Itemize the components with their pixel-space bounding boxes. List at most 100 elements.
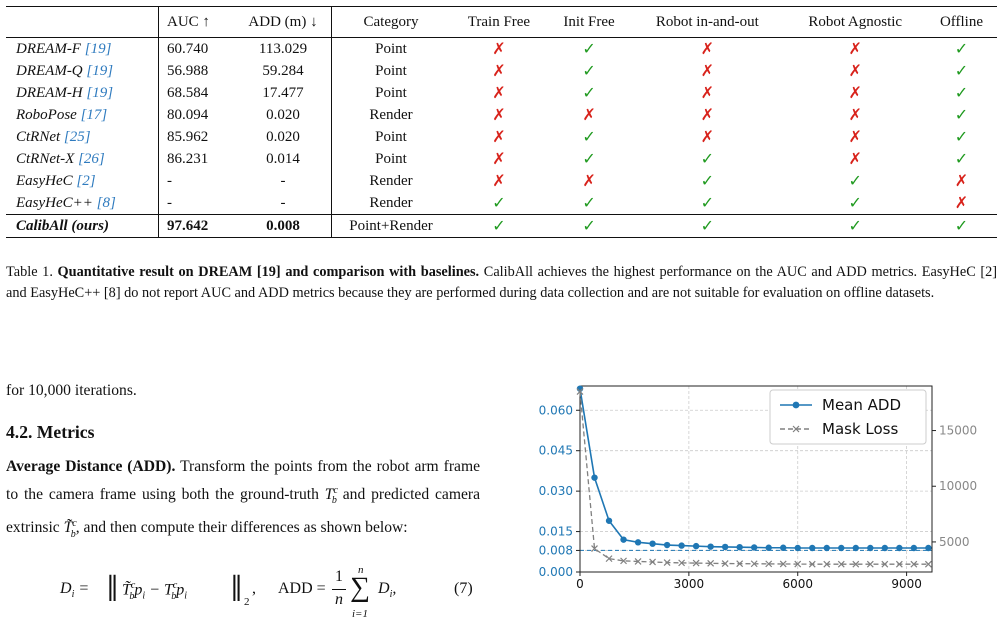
method-citation[interactable]: [26] bbox=[78, 150, 105, 167]
cell-train-free: ✗ bbox=[450, 170, 548, 192]
cell-init-free: ✗ bbox=[548, 170, 630, 192]
cell-method: CtRNet [25] bbox=[6, 126, 159, 148]
cell-method: DREAM-Q [19] bbox=[6, 60, 159, 82]
add-text-3: , and then compute their differences as … bbox=[75, 519, 408, 537]
cell-train-free: ✗ bbox=[450, 126, 548, 148]
equation-frac-den: n bbox=[335, 591, 343, 608]
data-point-mean-add bbox=[591, 474, 598, 481]
header-category: Category bbox=[363, 13, 419, 30]
data-point-mean-add bbox=[649, 540, 656, 547]
method-citation[interactable]: [17] bbox=[80, 106, 108, 123]
data-point-mask-loss bbox=[924, 560, 932, 568]
add-text-2: and predicted camera extrinsic bbox=[6, 485, 480, 537]
y-left-tick-label: 0.000 bbox=[539, 565, 573, 579]
table-row: DREAM-H [19] 68.584 17.477 Point ✗ ✓ ✗ ✗ ✓ bbox=[6, 82, 997, 104]
y-left-tick-label: 0.015 bbox=[539, 525, 573, 539]
section-heading: 4.2. Metrics bbox=[6, 422, 95, 442]
cell-offline: ✗ bbox=[926, 170, 997, 192]
equation-norm-sub: 2 bbox=[244, 596, 250, 608]
cross-icon: ✗ bbox=[700, 105, 715, 124]
cross-icon: ✗ bbox=[954, 193, 969, 212]
legend-label: Mask Loss bbox=[822, 420, 898, 438]
cell-robot-in-out: ✗ bbox=[630, 60, 784, 82]
check-icon: ✓ bbox=[954, 216, 969, 235]
cell-offline: ✓ bbox=[926, 82, 997, 104]
check-icon: ✓ bbox=[582, 83, 596, 102]
check-icon: ✓ bbox=[848, 171, 862, 190]
data-point-mask-loss bbox=[605, 555, 613, 563]
data-point-mean-add bbox=[823, 544, 830, 552]
cross-icon: ✗ bbox=[700, 127, 715, 146]
plot-frame bbox=[579, 385, 933, 573]
cell-add: 0.014 bbox=[235, 148, 332, 170]
header-auc: AUC ↑ bbox=[167, 13, 210, 30]
data-point-mask-loss bbox=[591, 545, 598, 553]
equation-sum-lower: i=1 bbox=[352, 608, 368, 620]
table-row: CalibAll (ours) 97.642 0.008 Point+Render ✓ ✓… bbox=[6, 214, 997, 238]
cell-auc: 85.962 bbox=[167, 128, 209, 145]
data-point-mean-add bbox=[750, 544, 758, 551]
cell-category: Render bbox=[369, 106, 413, 123]
data-point-mean-add bbox=[707, 543, 714, 550]
table-row: DREAM-Q [19] 56.988 59.284 Point ✗ ✓ ✗ ✗ ✓ bbox=[6, 60, 997, 82]
add-title: Average Distance (ADD). bbox=[6, 458, 176, 475]
legend-marker-circle bbox=[792, 401, 800, 409]
cell-add: 59.284 bbox=[235, 60, 332, 82]
legend-marker-x bbox=[792, 425, 800, 433]
method-name: EasyHeC bbox=[16, 172, 73, 189]
cell-auc: 68.584 bbox=[167, 84, 209, 101]
method-citation[interactable]: [8] bbox=[96, 194, 116, 211]
cell-category: Point+Render bbox=[349, 217, 433, 234]
equation-sum-upper: n bbox=[358, 564, 364, 576]
cell-robot-in-out: ✗ bbox=[630, 38, 784, 61]
cell-train-free: ✗ bbox=[450, 38, 548, 61]
cell-robot-in-out: ✗ bbox=[630, 104, 784, 126]
equation-sum-body: Di, bbox=[378, 580, 397, 601]
method-citation[interactable]: [19] bbox=[86, 62, 114, 79]
method-citation[interactable]: [19] bbox=[84, 40, 112, 57]
cross-icon: ✗ bbox=[848, 39, 862, 58]
equation-sum-symbol: ∑ bbox=[350, 572, 370, 603]
cell-method: CalibAll (ours) bbox=[6, 214, 159, 238]
data-point-mean-add bbox=[634, 539, 642, 546]
cross-icon: ✗ bbox=[492, 149, 506, 168]
cell-robot-in-out: ✓ bbox=[630, 170, 784, 192]
method-citation[interactable]: [25] bbox=[63, 128, 91, 145]
data-point-mask-loss bbox=[794, 560, 802, 568]
table-caption: Table 1. Quantitative result on DREAM [1… bbox=[6, 262, 997, 304]
check-icon: ✓ bbox=[582, 39, 596, 58]
cell-robot-agnostic: ✗ bbox=[784, 148, 926, 170]
cross-icon: ✗ bbox=[848, 61, 862, 80]
method-name: EasyHeC++ bbox=[16, 194, 93, 211]
data-point-mask-loss bbox=[649, 558, 657, 566]
method-name: CalibAll (ours) bbox=[16, 217, 109, 234]
data-point-mask-loss bbox=[808, 560, 816, 568]
data-point-mean-add bbox=[910, 544, 918, 552]
cell-method: EasyHeC++ [8] bbox=[6, 192, 159, 215]
check-icon: ✓ bbox=[954, 39, 969, 58]
cell-add: 0.020 bbox=[235, 126, 332, 148]
caption-bold: Quantitative result on DREAM [19] and co… bbox=[57, 264, 480, 280]
data-point-mask-loss bbox=[910, 560, 918, 568]
method-citation[interactable]: [19] bbox=[86, 84, 114, 101]
data-point-mean-add bbox=[925, 544, 932, 552]
method-citation[interactable]: [2] bbox=[76, 172, 96, 189]
cell-category: Point bbox=[375, 62, 407, 79]
data-point-mean-add bbox=[852, 544, 859, 552]
cell-init-free: ✓ bbox=[548, 38, 630, 61]
data-point-mean-add bbox=[867, 544, 874, 552]
y-left-tick-label: 0.008 bbox=[539, 543, 573, 557]
cell-init-free: ✗ bbox=[548, 104, 630, 126]
cell-auc: - bbox=[167, 172, 172, 189]
check-icon: ✓ bbox=[954, 149, 969, 168]
cell-init-free: ✓ bbox=[548, 192, 630, 215]
cell-robot-agnostic: ✗ bbox=[784, 104, 926, 126]
cross-icon: ✗ bbox=[582, 105, 596, 124]
data-point-mean-add bbox=[692, 542, 700, 550]
data-point-mean-add bbox=[678, 542, 685, 549]
data-point-mask-loss bbox=[678, 559, 686, 567]
check-icon: ✓ bbox=[700, 193, 715, 212]
cell-offline: ✓ bbox=[926, 38, 997, 61]
cell-category: Render bbox=[369, 172, 413, 189]
cell-auc: 56.988 bbox=[167, 62, 209, 79]
